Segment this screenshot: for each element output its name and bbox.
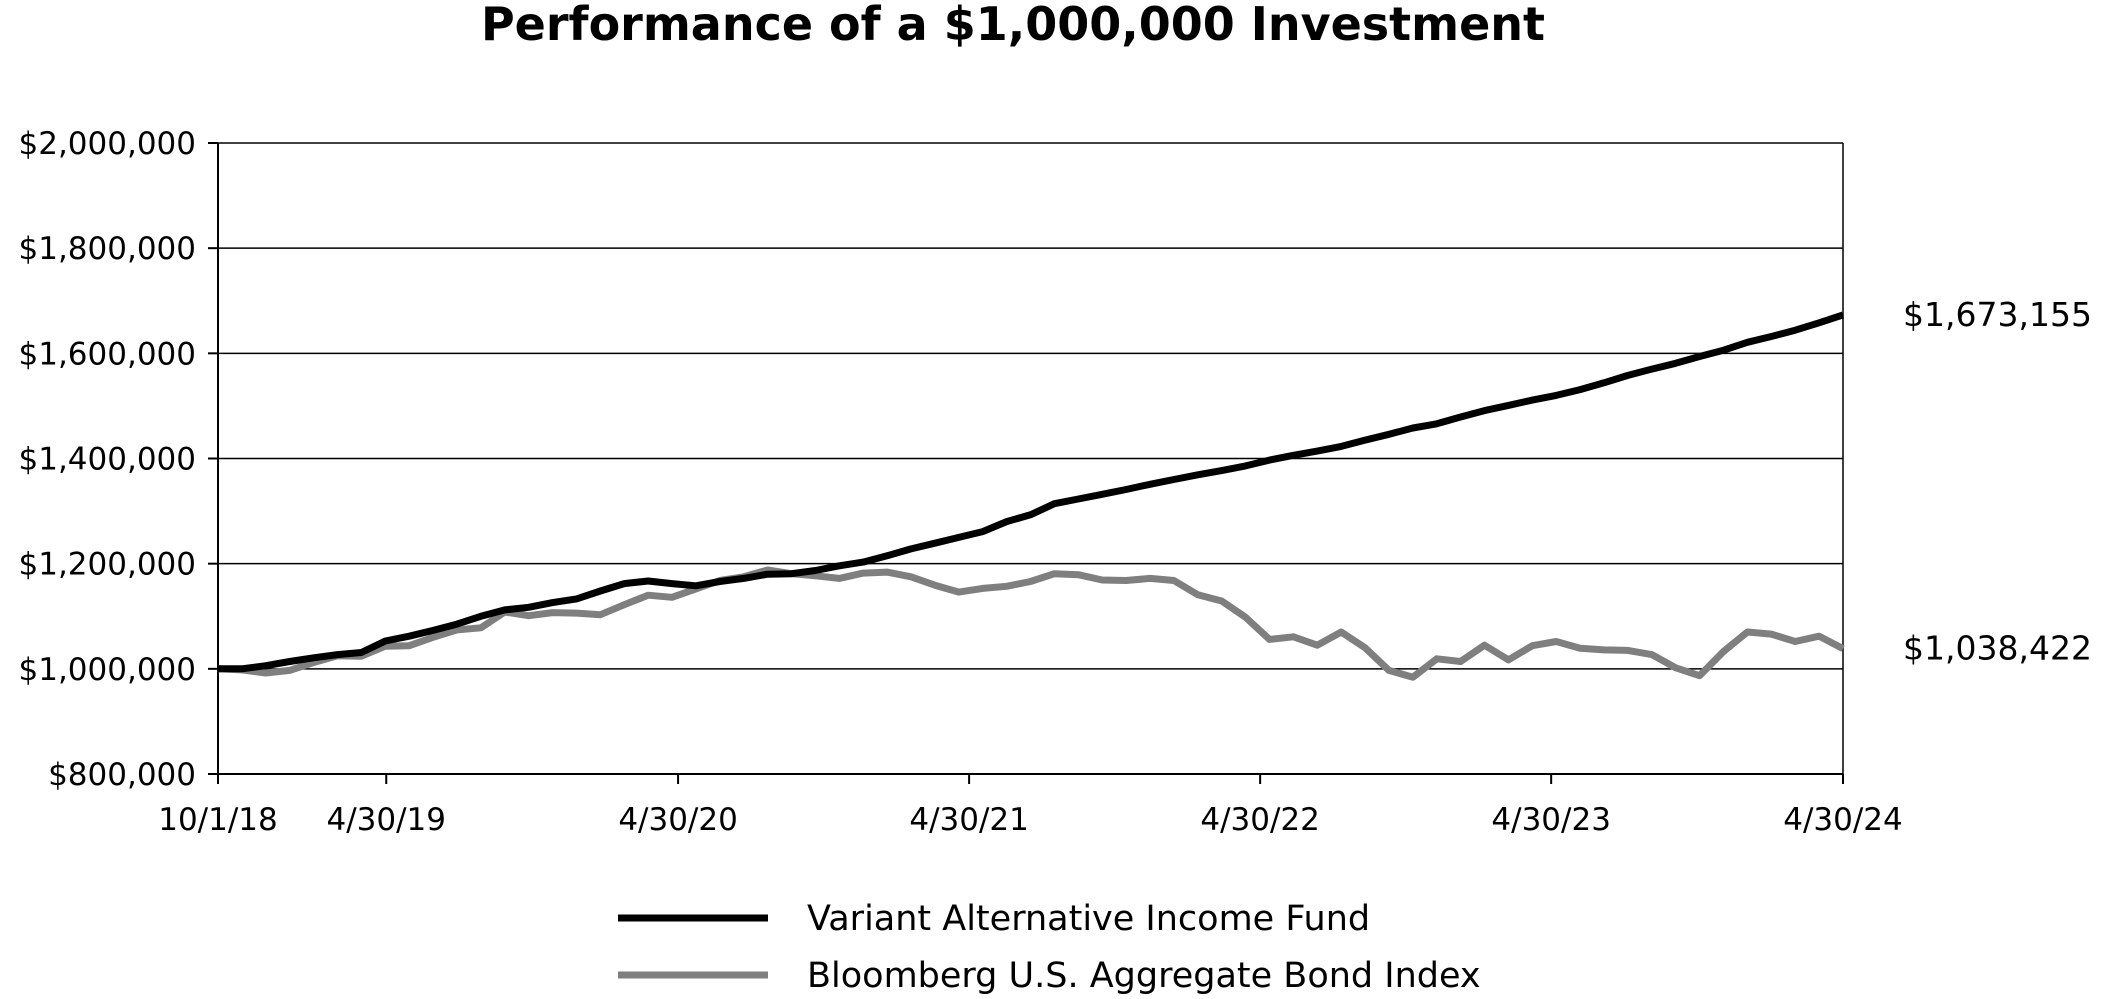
y-tick-label: $1,800,000 xyxy=(19,231,197,267)
x-tick-label: 4/30/23 xyxy=(1491,802,1611,838)
grid xyxy=(218,247,1843,670)
legend-label-index: Bloomberg U.S. Aggregate Bond Index xyxy=(807,956,1481,996)
series xyxy=(217,311,1845,681)
end-labels: $1,038,422 $1,673,155 xyxy=(1903,295,2092,668)
y-tick-label: $1,200,000 xyxy=(19,547,197,583)
series-line-0 xyxy=(218,311,1845,673)
x-axis-ticks: 10/1/18 4/30/19 4/30/20 4/30/21 4/30/22 4/30/… xyxy=(158,774,1903,838)
series-line-1 xyxy=(217,566,1845,681)
x-tick-label: 4/30/21 xyxy=(909,802,1029,838)
y-tick-label: $800,000 xyxy=(48,757,196,793)
x-tick-label: 4/30/24 xyxy=(1783,802,1903,838)
chart-title: Performance of a $1,000,000 Investment xyxy=(481,0,1545,51)
y-tick-label: $2,000,000 xyxy=(19,126,197,162)
x-tick-label: 4/30/19 xyxy=(326,802,446,838)
y-tick-label: $1,000,000 xyxy=(19,652,197,688)
legend-label-fund: Variant Alternative Income Fund xyxy=(807,899,1370,939)
x-tick-label: 4/30/22 xyxy=(1200,802,1320,838)
legend: Variant Alternative Income Fund Bloomber… xyxy=(618,899,1481,996)
series-end-label-0: $1,673,155 xyxy=(1903,295,2092,334)
y-tick-label: $1,600,000 xyxy=(19,336,197,372)
series-end-label-1: $1,038,422 xyxy=(1903,629,2092,668)
y-axis-ticks: $800,000 $1,000,000 $1,200,000 $1,400,000 $1… xyxy=(19,126,218,793)
x-tick-label: 10/1/18 xyxy=(158,802,278,838)
y-tick-label: $1,400,000 xyxy=(19,442,197,478)
x-tick-label: 4/30/20 xyxy=(618,802,738,838)
